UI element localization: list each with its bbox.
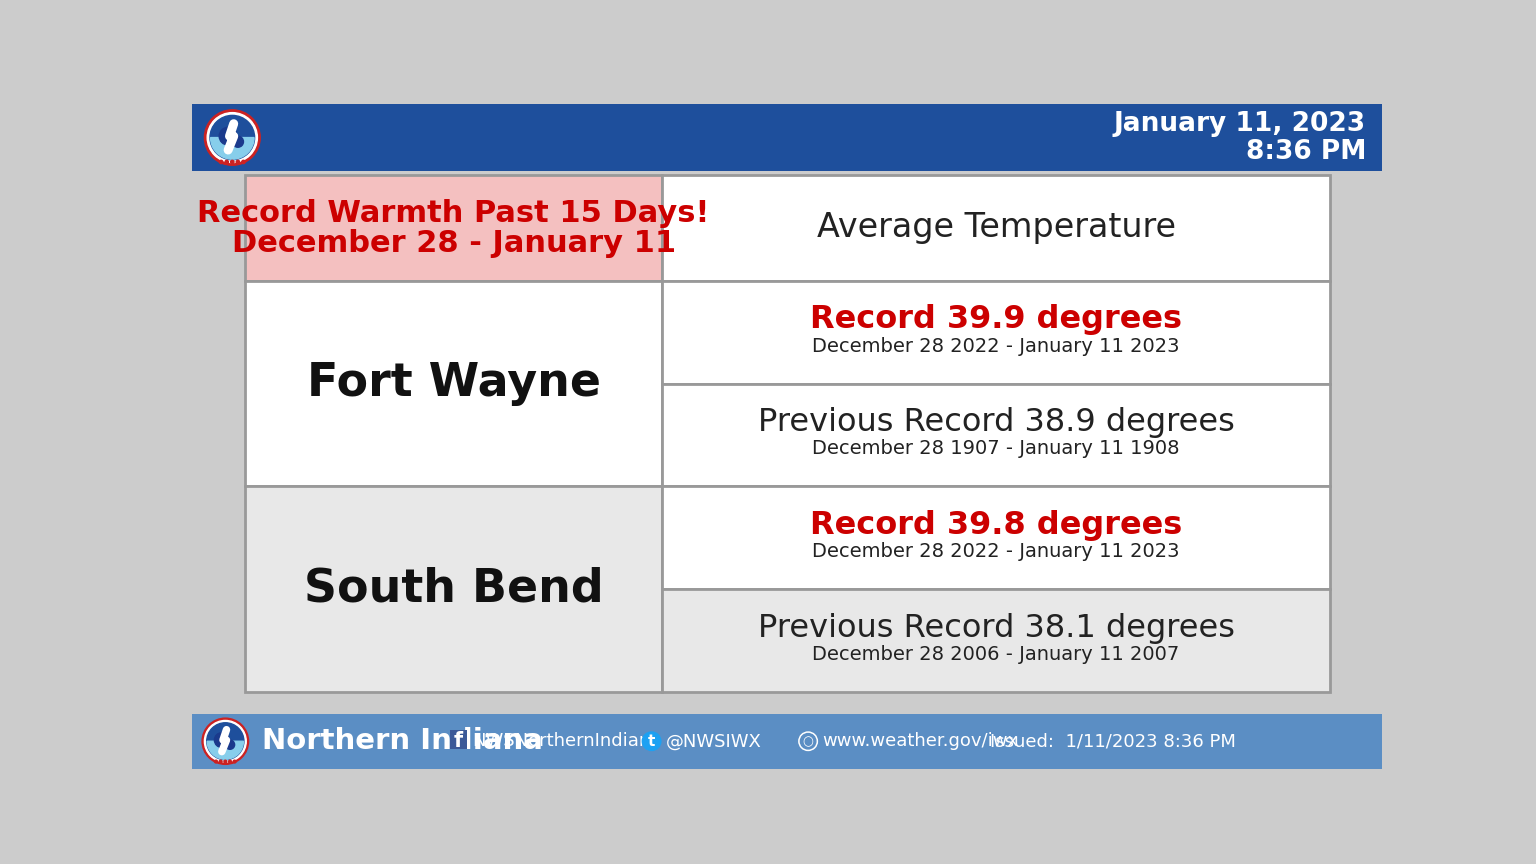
Text: @NWSIWX: @NWSIWX: [665, 733, 762, 750]
Circle shape: [224, 760, 227, 763]
Text: ○: ○: [803, 734, 814, 747]
Bar: [662, 281, 1330, 384]
Text: Average Temperature: Average Temperature: [817, 211, 1175, 245]
Text: December 28 2006 - January 11 2007: December 28 2006 - January 11 2007: [813, 645, 1180, 664]
Wedge shape: [207, 741, 244, 759]
Bar: [192, 714, 1382, 769]
Text: December 28 2022 - January 11 2023: December 28 2022 - January 11 2023: [813, 542, 1180, 561]
Text: t: t: [648, 734, 656, 749]
Bar: [192, 104, 1382, 171]
Bar: [450, 730, 467, 749]
Circle shape: [207, 723, 244, 759]
Text: NWSNorthernIndiana: NWSNorthernIndiana: [473, 733, 662, 750]
Text: December 28 - January 11: December 28 - January 11: [232, 229, 676, 257]
Circle shape: [230, 161, 233, 163]
Text: December 28 1907 - January 11 1908: December 28 1907 - January 11 1908: [813, 439, 1180, 458]
Text: Record Warmth Past 15 Days!: Record Warmth Past 15 Days!: [197, 200, 710, 228]
Text: f: f: [455, 731, 464, 751]
Circle shape: [232, 137, 244, 147]
Text: Previous Record 38.9 degrees: Previous Record 38.9 degrees: [757, 407, 1235, 438]
Circle shape: [226, 740, 235, 749]
Text: Record 39.8 degrees: Record 39.8 degrees: [809, 510, 1183, 541]
Text: Issued:  1/11/2023 8:36 PM: Issued: 1/11/2023 8:36 PM: [991, 733, 1236, 750]
Bar: [662, 589, 1330, 692]
Circle shape: [220, 161, 223, 163]
Text: www.weather.gov/iwx: www.weather.gov/iwx: [822, 733, 1018, 750]
Bar: [662, 384, 1330, 486]
Circle shape: [226, 161, 229, 163]
Circle shape: [203, 718, 249, 765]
Text: Fort Wayne: Fort Wayne: [307, 361, 601, 406]
Text: January 11, 2023: January 11, 2023: [1114, 111, 1366, 137]
Text: Previous Record 38.1 degrees: Previous Record 38.1 degrees: [757, 613, 1235, 644]
Bar: [244, 175, 662, 281]
Circle shape: [220, 127, 237, 145]
Text: December 28 2022 - January 11 2023: December 28 2022 - January 11 2023: [813, 337, 1180, 356]
Circle shape: [207, 112, 258, 162]
Circle shape: [799, 732, 817, 751]
Text: South Bend: South Bend: [304, 567, 604, 612]
Bar: [662, 486, 1330, 589]
Bar: [662, 175, 1330, 281]
Circle shape: [233, 760, 237, 763]
Circle shape: [237, 161, 240, 163]
Bar: [244, 281, 662, 486]
Circle shape: [215, 733, 229, 747]
Text: 8:36 PM: 8:36 PM: [1246, 139, 1366, 165]
Circle shape: [800, 734, 816, 749]
Text: Northern Indiana: Northern Indiana: [261, 727, 542, 755]
Bar: [244, 486, 662, 692]
Circle shape: [642, 732, 660, 751]
Circle shape: [204, 721, 246, 762]
Circle shape: [215, 760, 218, 763]
Circle shape: [220, 760, 223, 763]
Circle shape: [210, 116, 255, 160]
Text: Record 39.9 degrees: Record 39.9 degrees: [809, 304, 1183, 335]
Circle shape: [241, 161, 246, 163]
Circle shape: [229, 760, 232, 763]
Wedge shape: [210, 137, 253, 159]
Circle shape: [204, 110, 260, 165]
